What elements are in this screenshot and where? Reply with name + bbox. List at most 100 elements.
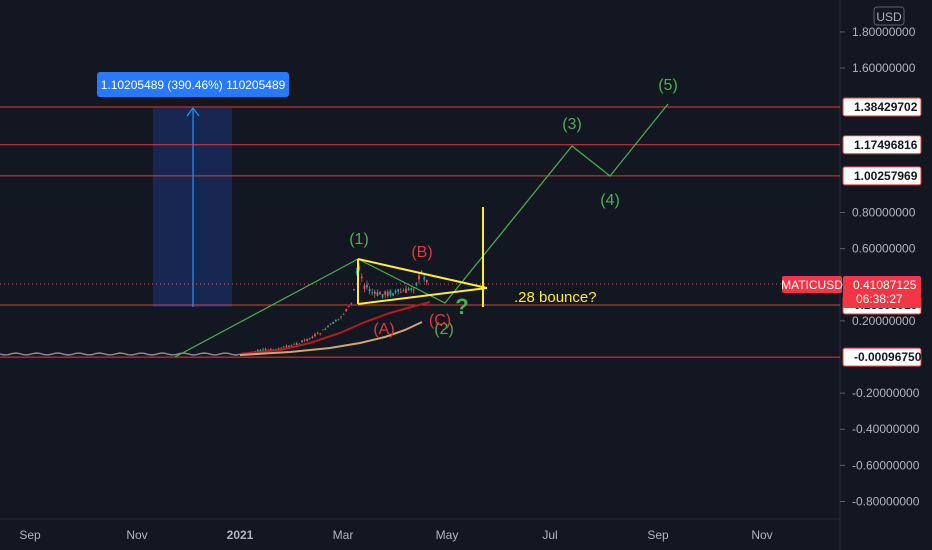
- candle-body: [425, 280, 428, 283]
- level-tag-box: [842, 135, 922, 155]
- candle-body: [358, 266, 361, 270]
- moving-average-tan: [239, 321, 423, 356]
- time-tick-label: 2021: [227, 528, 254, 542]
- candle-body: [288, 345, 290, 348]
- candle-body: [360, 276, 363, 278]
- currency-box[interactable]: [873, 6, 905, 26]
- candle-body: [293, 343, 296, 345]
- candle-body: [311, 336, 314, 338]
- wave-label-5: (5): [658, 77, 678, 94]
- candle-body: [262, 349, 264, 351]
- level-tag-label: -0.00096750: [854, 350, 922, 364]
- triangle-lower-line: [357, 287, 488, 305]
- candle-body: [373, 291, 376, 294]
- candle-body: [314, 334, 316, 337]
- question-mark: ?: [455, 294, 468, 319]
- price-tick-label: 1.80000000: [852, 25, 916, 39]
- price-tag-box: [843, 276, 921, 308]
- candle-body: [324, 329, 327, 330]
- candle-body: [327, 325, 329, 327]
- candle-body: [264, 349, 267, 351]
- level-tag-label: 1.17496816: [854, 138, 918, 152]
- bounce-annotation: .28 bounce?: [514, 289, 597, 306]
- candle-body: [384, 291, 387, 295]
- candle-body: [420, 271, 423, 273]
- candle-body: [392, 293, 394, 296]
- candle-body: [342, 313, 345, 315]
- price-tick-label: 1.60000000: [852, 61, 916, 75]
- candle-body: [295, 343, 298, 345]
- time-tick-label: Nov: [751, 528, 772, 542]
- candle-body: [301, 340, 303, 343]
- candle-body: [363, 285, 366, 289]
- time-tick-label: Sep: [647, 528, 669, 542]
- measure-arrow-head: [186, 107, 200, 117]
- candle-body: [303, 339, 306, 341]
- candle-body: [316, 332, 319, 334]
- candle-body: [350, 303, 353, 305]
- wave-label-3: (3): [562, 116, 582, 133]
- candlestick-series: [0, 262, 428, 356]
- wave-label-4: (4): [600, 192, 620, 209]
- candle-body: [259, 349, 262, 352]
- wave-label-2: (2): [434, 321, 454, 338]
- triangle-pattern[interactable]: [357, 207, 488, 307]
- candle-body: [366, 284, 368, 288]
- level-tag-label: 1.00257969: [854, 169, 918, 183]
- candle-body: [389, 290, 392, 296]
- time-tick-label: May: [436, 528, 459, 542]
- candle-body: [397, 289, 400, 292]
- price-tick-label: 0.60000000: [852, 242, 916, 256]
- candle-body: [410, 288, 413, 290]
- flat-price-segment: [0, 352, 249, 356]
- candle-body: [418, 275, 420, 280]
- candle-body: [275, 348, 277, 350]
- triangle-upper-line: [357, 258, 488, 289]
- candle-body: [334, 319, 337, 322]
- price-tag-countdown: 06:38:27: [856, 292, 903, 306]
- candle-body: [306, 338, 309, 341]
- wave-label-b: (B): [411, 244, 432, 261]
- candle-body: [368, 289, 371, 292]
- horizontal-levels: 1.384297021.174968161.002579690.28803919…: [0, 97, 922, 367]
- candle-body: [415, 282, 418, 286]
- price-tick-label: -0.40000000: [852, 422, 920, 436]
- candle-body: [256, 349, 259, 352]
- measure-label-box: [97, 72, 289, 97]
- price-tag-value: 0.41087125: [853, 278, 917, 292]
- candle-body: [376, 292, 379, 296]
- moving-average-red: [239, 301, 431, 355]
- candle-body: [272, 349, 275, 350]
- candle-body: [353, 289, 355, 290]
- time-tick-label: Jul: [542, 528, 557, 542]
- candle-body: [345, 308, 348, 312]
- candle-body: [423, 277, 426, 280]
- candle-body: [285, 345, 288, 347]
- candle-body: [290, 345, 293, 347]
- level-tag-box: [842, 97, 922, 117]
- time-axis: Sep Nov 2021 Mar May Jul Sep Nov: [19, 528, 772, 542]
- time-tick-label: Mar: [333, 528, 354, 542]
- elliott-wave-line[interactable]: [174, 103, 669, 358]
- candle-body: [405, 288, 407, 293]
- candle-body: [332, 322, 335, 324]
- time-tick-label: Sep: [19, 528, 41, 542]
- candle-body: [355, 271, 358, 273]
- candle-body: [319, 333, 322, 335]
- currency-label: USD: [876, 10, 902, 24]
- candle-body: [282, 346, 285, 348]
- level-tag-box: [842, 347, 922, 367]
- price-tick-label: -0.60000000: [852, 458, 920, 472]
- candle-body: [308, 337, 311, 339]
- measure-label: 1.10205489 (390.46%) 110205489: [101, 78, 286, 92]
- price-axis: 1.80000000 1.60000000 0.80000000 0.60000000…: [840, 25, 920, 508]
- current-price-tag[interactable]: MATICUSD 0.41087125 06:38:27: [781, 276, 921, 308]
- price-tick-label: 0.80000000: [852, 206, 916, 220]
- candle-body: [386, 291, 389, 297]
- wave-label-a: (A): [373, 321, 394, 338]
- time-tick-label: Nov: [126, 528, 147, 542]
- wave-label-c: (C): [429, 312, 451, 329]
- candle-body: [337, 318, 340, 320]
- candle-body: [412, 289, 415, 291]
